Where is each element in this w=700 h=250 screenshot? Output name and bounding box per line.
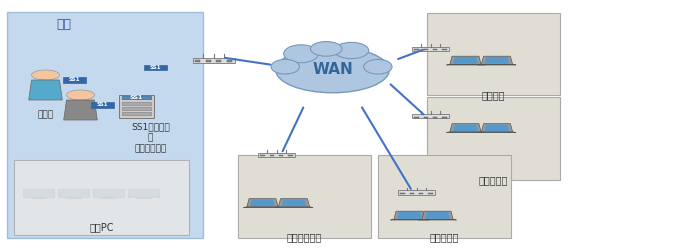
FancyBboxPatch shape xyxy=(442,116,447,117)
Text: SS1: SS1 xyxy=(97,102,108,107)
Polygon shape xyxy=(29,80,62,100)
Polygon shape xyxy=(450,124,481,132)
FancyBboxPatch shape xyxy=(419,193,423,194)
FancyBboxPatch shape xyxy=(442,49,447,50)
FancyBboxPatch shape xyxy=(193,58,235,62)
FancyBboxPatch shape xyxy=(122,107,150,110)
FancyBboxPatch shape xyxy=(400,193,405,194)
Polygon shape xyxy=(453,57,478,64)
Polygon shape xyxy=(478,64,516,65)
FancyBboxPatch shape xyxy=(7,12,203,237)
FancyBboxPatch shape xyxy=(206,60,211,62)
FancyBboxPatch shape xyxy=(119,95,154,118)
Circle shape xyxy=(66,90,94,100)
FancyBboxPatch shape xyxy=(424,49,428,50)
FancyBboxPatch shape xyxy=(410,193,414,194)
FancyBboxPatch shape xyxy=(91,102,114,108)
Circle shape xyxy=(32,70,60,80)
FancyBboxPatch shape xyxy=(93,189,124,197)
Polygon shape xyxy=(64,100,97,120)
Polygon shape xyxy=(484,57,510,64)
Text: SS1: SS1 xyxy=(149,65,161,70)
FancyBboxPatch shape xyxy=(238,155,371,238)
Ellipse shape xyxy=(271,60,300,74)
Text: 山梨事業所: 山梨事業所 xyxy=(430,232,459,242)
FancyBboxPatch shape xyxy=(58,189,89,197)
FancyBboxPatch shape xyxy=(144,64,167,70)
FancyBboxPatch shape xyxy=(63,77,86,82)
Polygon shape xyxy=(450,56,481,64)
Polygon shape xyxy=(482,124,512,132)
Ellipse shape xyxy=(276,47,389,93)
Polygon shape xyxy=(34,197,43,198)
Text: 管理者: 管理者 xyxy=(37,110,54,119)
FancyBboxPatch shape xyxy=(66,197,81,198)
FancyBboxPatch shape xyxy=(122,102,150,105)
Text: 本社: 本社 xyxy=(56,18,71,30)
Ellipse shape xyxy=(364,60,392,74)
Polygon shape xyxy=(453,124,478,131)
Polygon shape xyxy=(422,211,453,220)
Text: SS1: SS1 xyxy=(69,77,81,82)
Text: 東京支社: 東京支社 xyxy=(482,90,505,100)
Text: 栃木事業所: 栃木事業所 xyxy=(479,175,508,185)
FancyBboxPatch shape xyxy=(428,193,433,194)
FancyBboxPatch shape xyxy=(136,197,151,198)
FancyBboxPatch shape xyxy=(31,197,46,198)
FancyBboxPatch shape xyxy=(424,116,428,117)
Text: SS1サーバー
兼
収集サーバー: SS1サーバー 兼 収集サーバー xyxy=(131,122,170,154)
FancyBboxPatch shape xyxy=(414,116,419,117)
FancyBboxPatch shape xyxy=(279,155,284,156)
FancyBboxPatch shape xyxy=(433,49,438,50)
Text: 春日井事業所: 春日井事業所 xyxy=(287,232,322,242)
FancyBboxPatch shape xyxy=(122,96,150,99)
Text: WAN: WAN xyxy=(312,62,353,78)
FancyBboxPatch shape xyxy=(195,60,200,62)
FancyBboxPatch shape xyxy=(260,155,265,156)
FancyBboxPatch shape xyxy=(433,116,438,117)
FancyBboxPatch shape xyxy=(378,155,511,238)
FancyBboxPatch shape xyxy=(23,189,54,197)
Polygon shape xyxy=(279,199,309,207)
Polygon shape xyxy=(425,212,450,219)
FancyBboxPatch shape xyxy=(414,49,419,50)
FancyBboxPatch shape xyxy=(101,197,116,198)
Polygon shape xyxy=(104,197,113,198)
FancyBboxPatch shape xyxy=(288,155,293,156)
Polygon shape xyxy=(394,211,425,220)
Ellipse shape xyxy=(334,42,369,59)
Polygon shape xyxy=(482,56,512,64)
FancyBboxPatch shape xyxy=(216,60,221,62)
FancyBboxPatch shape xyxy=(427,98,560,180)
Text: 本社PC: 本社PC xyxy=(90,222,113,232)
Polygon shape xyxy=(419,219,456,220)
Polygon shape xyxy=(250,200,275,206)
Polygon shape xyxy=(69,197,78,198)
Polygon shape xyxy=(275,207,313,208)
Polygon shape xyxy=(397,212,422,219)
Polygon shape xyxy=(244,207,281,208)
Polygon shape xyxy=(247,199,278,207)
FancyBboxPatch shape xyxy=(14,160,189,235)
FancyBboxPatch shape xyxy=(412,46,449,51)
FancyBboxPatch shape xyxy=(412,114,449,118)
Ellipse shape xyxy=(284,45,318,63)
FancyBboxPatch shape xyxy=(258,153,295,157)
Text: SS1: SS1 xyxy=(130,95,144,100)
FancyBboxPatch shape xyxy=(270,155,274,156)
FancyBboxPatch shape xyxy=(398,190,435,195)
FancyBboxPatch shape xyxy=(128,189,159,197)
Polygon shape xyxy=(447,64,484,65)
FancyBboxPatch shape xyxy=(122,112,150,115)
Polygon shape xyxy=(391,219,428,220)
Polygon shape xyxy=(281,200,307,206)
Ellipse shape xyxy=(311,42,342,56)
FancyBboxPatch shape xyxy=(227,60,232,62)
Polygon shape xyxy=(139,197,148,198)
Polygon shape xyxy=(484,124,510,131)
FancyBboxPatch shape xyxy=(427,12,560,95)
